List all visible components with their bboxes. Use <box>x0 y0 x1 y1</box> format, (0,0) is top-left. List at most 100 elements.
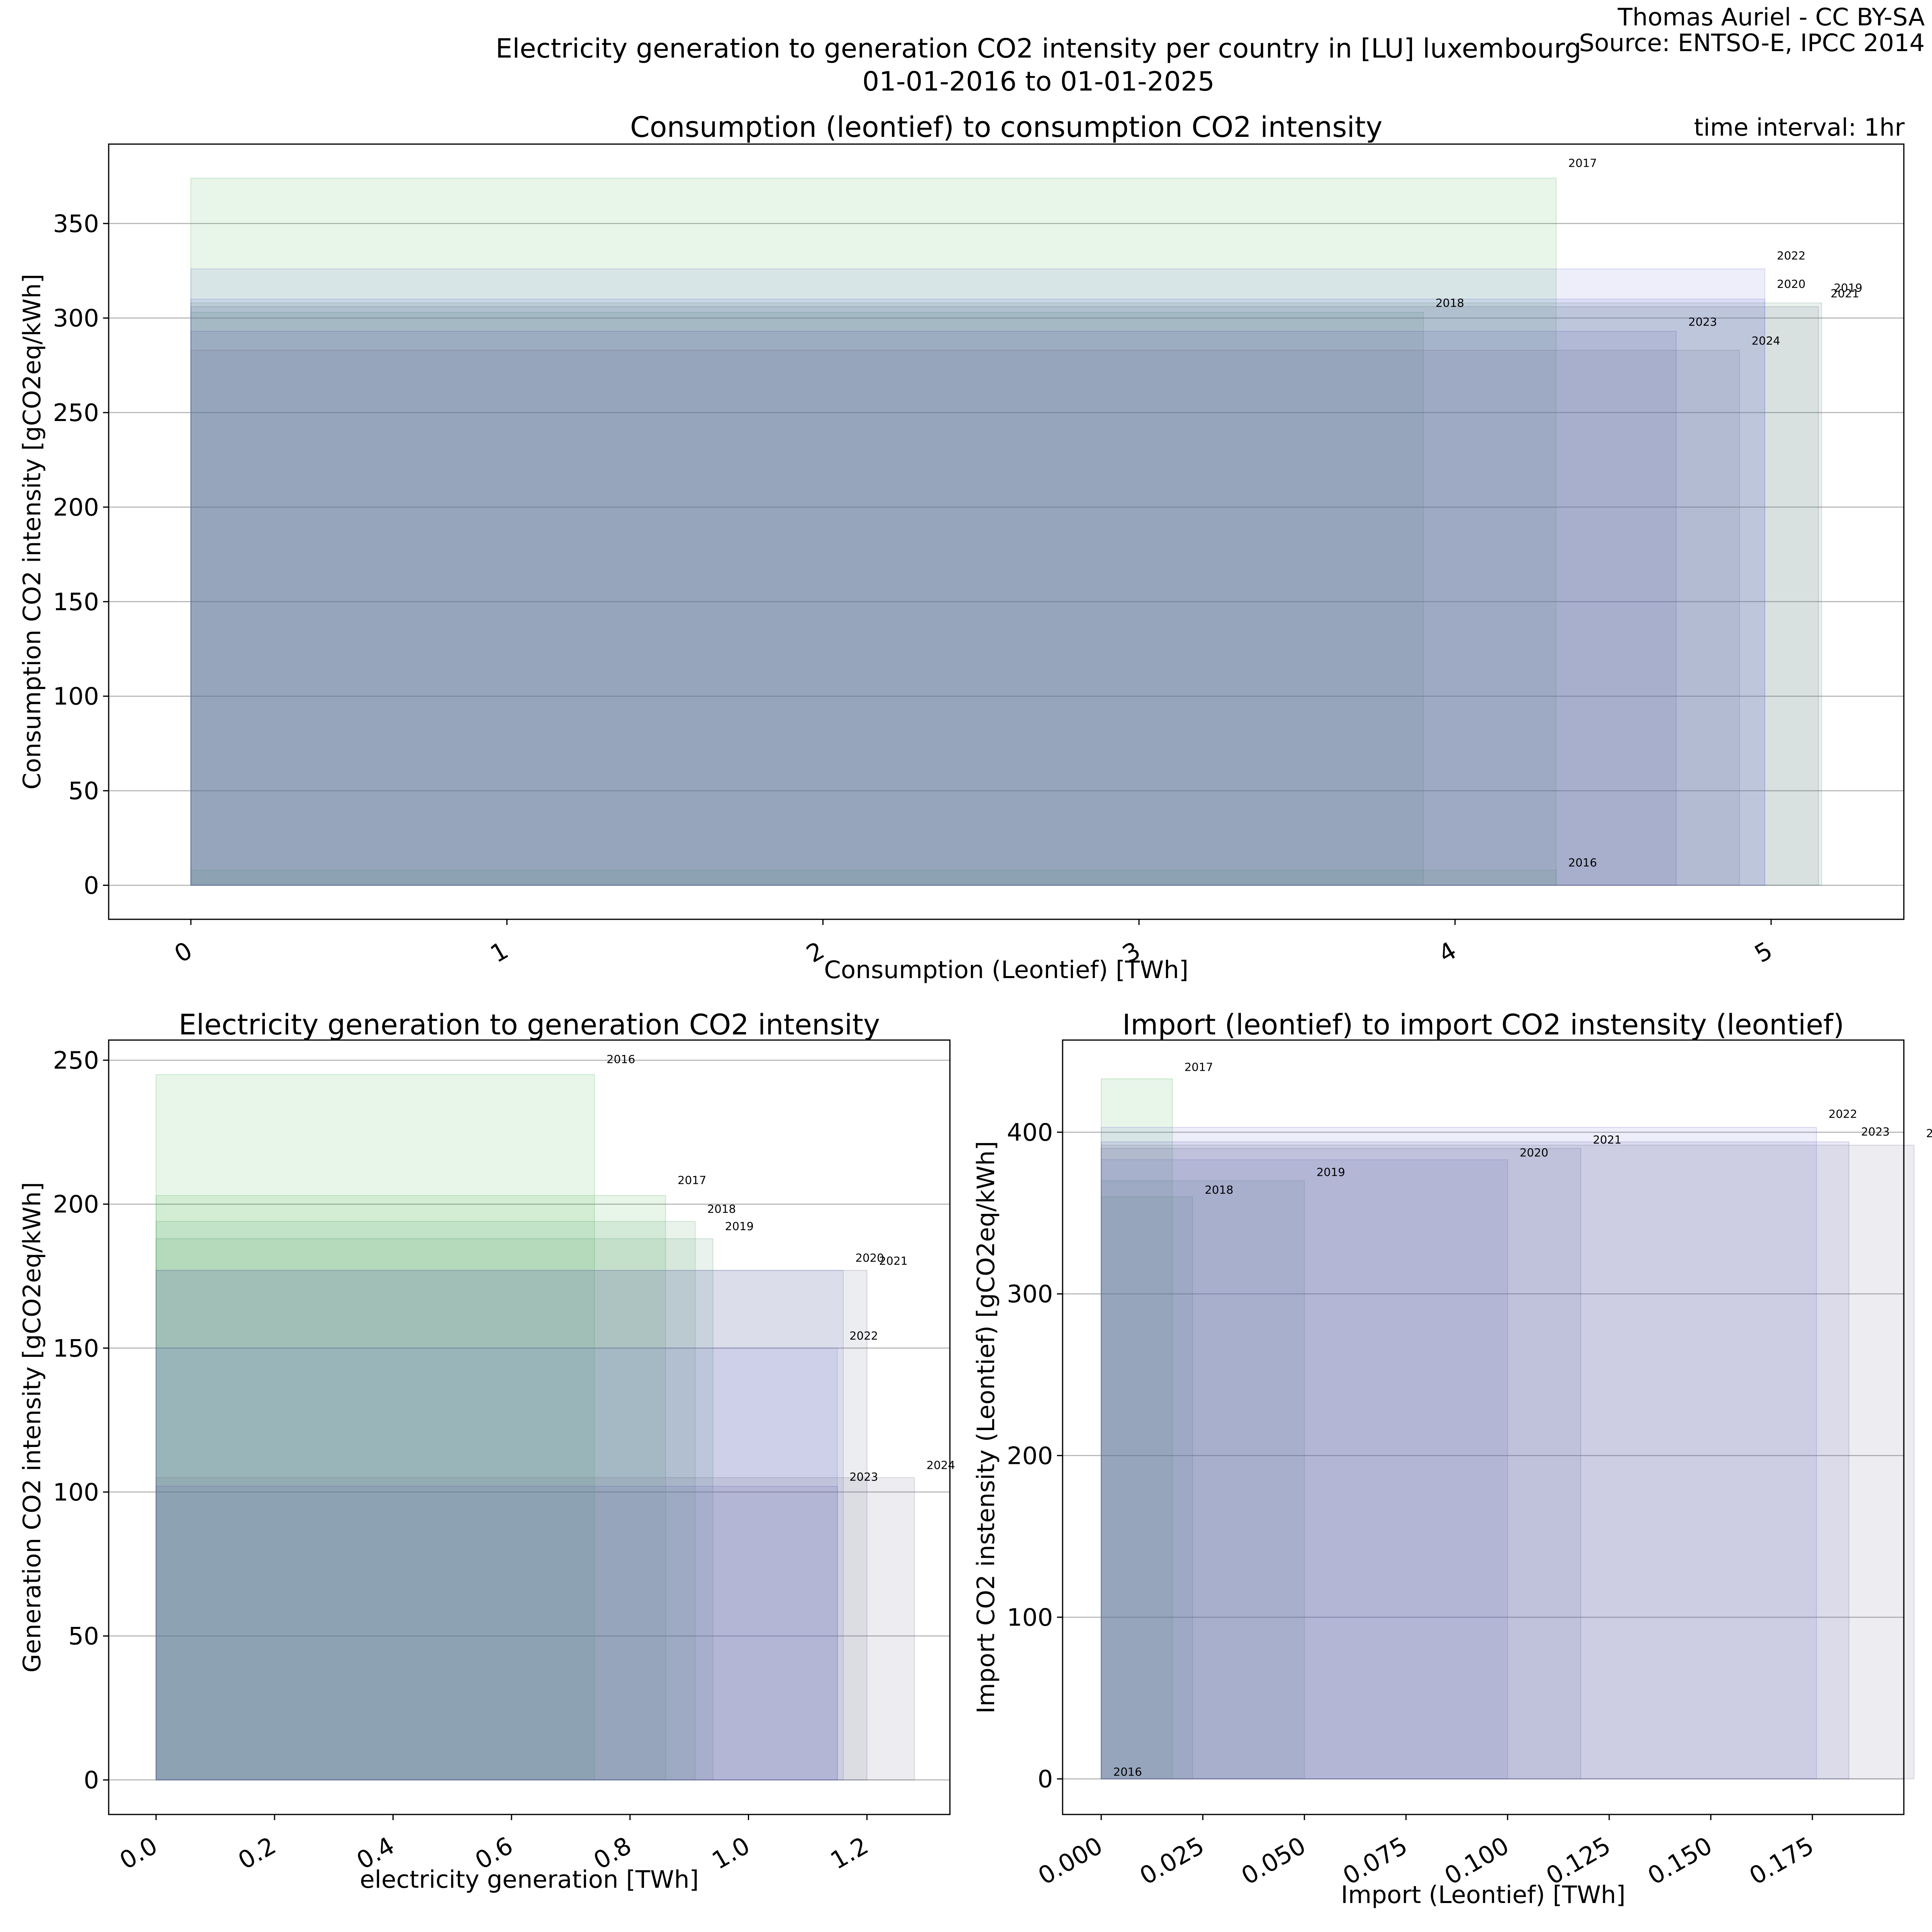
import-y-axis-label: Import CO2 instensity (Leontief) [gCO2eq… <box>972 1141 1000 1714</box>
consumption-xtick-label: 1 <box>486 936 513 968</box>
consumption-bar-label-2019: 2019 <box>1834 281 1862 294</box>
consumption-xtick-label: 0 <box>170 936 197 968</box>
import-bar-2023 <box>1100 1141 1849 1779</box>
generation-xtick-label: 0.2 <box>233 1831 281 1875</box>
consumption-bar-label-2022: 2022 <box>1777 249 1806 262</box>
generation-bar-2021 <box>155 1270 867 1781</box>
import-bar-label-2020: 2020 <box>1520 1146 1548 1159</box>
generation-bar-2020 <box>155 1270 844 1781</box>
generation-bar-2023 <box>155 1486 838 1781</box>
consumption-ytick-label: 200 <box>53 493 99 522</box>
generation-ytick-label: 150 <box>53 1334 99 1362</box>
generation-bar-label-2016: 2016 <box>607 1053 635 1066</box>
generation-ytick-label: 250 <box>53 1046 99 1075</box>
consumption-bar-2022 <box>190 268 1765 886</box>
import-xtick-label: 0.025 <box>1135 1831 1209 1891</box>
consumption-ytick-label: 150 <box>53 588 99 616</box>
consumption-xtick-label: 4 <box>1434 936 1461 968</box>
consumption-chart-title: Consumption (leontief) to consumption CO… <box>630 111 1382 144</box>
generation-bar-2024 <box>155 1477 915 1781</box>
import-chart-title: Import (leontief) to import CO2 instensi… <box>1122 1008 1844 1041</box>
consumption-bar-label-2017: 2017 <box>1568 156 1597 169</box>
import-bar-2018 <box>1100 1196 1193 1779</box>
consumption-bar-label-2020: 2020 <box>1777 277 1806 291</box>
generation-bar-2016 <box>155 1074 595 1781</box>
import-bar-2021 <box>1100 1148 1581 1779</box>
consumption-ytick-label: 0 <box>84 871 99 900</box>
generation-x-axis-label: electricity generation [TWh] <box>360 1866 699 1894</box>
import-ytick-label: 100 <box>1007 1604 1053 1632</box>
generation-axes-frame <box>108 1039 951 1815</box>
generation-bar-2019 <box>155 1238 714 1781</box>
generation-bar-label-2018: 2018 <box>707 1202 736 1216</box>
time-interval: time interval: 1hr <box>1694 114 1905 142</box>
generation-xtick-label: 0.0 <box>115 1831 163 1875</box>
import-x-axis-label: Import (Leontief) [TWh] <box>1341 1881 1625 1909</box>
generation-ytick-label: 100 <box>53 1478 99 1507</box>
consumption-bar-label-2016: 2016 <box>1568 856 1597 869</box>
generation-bar-label-2022: 2022 <box>849 1329 878 1342</box>
generation-bar-label-2019: 2019 <box>725 1220 753 1233</box>
consumption-bar-label-2024: 2024 <box>1752 334 1780 347</box>
consumption-bar-2017 <box>190 178 1557 886</box>
import-bar-2020 <box>1100 1159 1508 1779</box>
figure-title: Electricity generation to generation CO2… <box>495 33 1581 64</box>
import-bar-label-2018: 2018 <box>1205 1183 1233 1197</box>
generation-bar-label-2023: 2023 <box>849 1470 878 1483</box>
generation-xtick-label: 1.2 <box>826 1831 873 1875</box>
import-bar-2022 <box>1100 1127 1817 1779</box>
generation-ytick-label: 200 <box>53 1191 99 1219</box>
import-xtick-label: 0.150 <box>1643 1831 1717 1891</box>
consumption-bar-2019 <box>190 302 1822 886</box>
import-ytick-label: 200 <box>1007 1442 1053 1470</box>
consumption-bar-2023 <box>190 331 1677 886</box>
consumption-bar-label-2023: 2023 <box>1688 315 1717 328</box>
credit-text: Thomas Auriel - CC BY-SA <box>1618 3 1925 31</box>
import-bar-label-2021: 2021 <box>1593 1133 1621 1146</box>
generation-bar-2022 <box>155 1348 838 1781</box>
import-bar-label-2024: 2024 <box>1926 1127 1932 1140</box>
source-text: Source: ENTSO-E, IPCC 2014 <box>1579 29 1925 57</box>
consumption-ytick-label: 250 <box>53 399 99 427</box>
consumption-xtick-label: 5 <box>1750 936 1777 968</box>
generation-ytick-label: 50 <box>68 1622 99 1651</box>
import-bar-2024 <box>1100 1145 1915 1779</box>
generation-bar-label-2017: 2017 <box>678 1174 706 1187</box>
import-ytick-label: 400 <box>1007 1119 1053 1147</box>
consumption-axes-frame <box>108 143 1905 920</box>
import-xtick-label: 0.175 <box>1745 1831 1819 1891</box>
generation-y-axis-label: Generation CO2 intensity [gCO2eq/kWh] <box>18 1182 46 1673</box>
consumption-bar-label-2021: 2021 <box>1831 287 1859 300</box>
consumption-ytick-label: 50 <box>68 777 99 805</box>
consumption-bar-2016 <box>190 869 1557 886</box>
generation-xtick-label: 1.0 <box>707 1831 755 1875</box>
import-xtick-label: 0.050 <box>1236 1831 1311 1891</box>
generation-chart-title: Electricity generation to generation CO2… <box>179 1008 880 1041</box>
import-bar-2017 <box>1100 1078 1173 1779</box>
import-bar-label-2019: 2019 <box>1317 1165 1345 1179</box>
generation-bar-label-2024: 2024 <box>927 1459 955 1472</box>
import-bar-label-2017: 2017 <box>1185 1060 1213 1073</box>
consumption-bar-label-2018: 2018 <box>1435 296 1464 310</box>
import-bar-2019 <box>1100 1180 1305 1779</box>
import-bar-label-2016: 2016 <box>1113 1765 1142 1779</box>
import-xtick-label: 0.000 <box>1034 1831 1108 1891</box>
consumption-x-axis-label: Consumption (Leontief) [TWh] <box>824 956 1188 984</box>
generation-ytick-label: 0 <box>84 1766 99 1794</box>
import-bar-label-2023: 2023 <box>1861 1125 1890 1138</box>
generation-bar-2017 <box>155 1195 666 1781</box>
import-bar-label-2022: 2022 <box>1829 1107 1857 1121</box>
consumption-y-axis-label: Consumption CO2 intensity [gCO2eq/kWh] <box>18 274 46 790</box>
consumption-bar-2021 <box>190 306 1819 886</box>
generation-bar-label-2020: 2020 <box>855 1251 884 1265</box>
consumption-bar-2020 <box>190 299 1765 886</box>
generation-bar-2018 <box>155 1221 696 1781</box>
import-axes-frame <box>1062 1039 1905 1815</box>
consumption-ytick-label: 100 <box>53 683 99 711</box>
consumption-bar-2018 <box>190 312 1424 886</box>
import-ytick-label: 300 <box>1007 1280 1053 1309</box>
consumption-ytick-label: 350 <box>53 210 99 238</box>
date-range: 01-01-2016 to 01-01-2025 <box>862 66 1215 97</box>
consumption-ytick-label: 300 <box>53 304 99 332</box>
